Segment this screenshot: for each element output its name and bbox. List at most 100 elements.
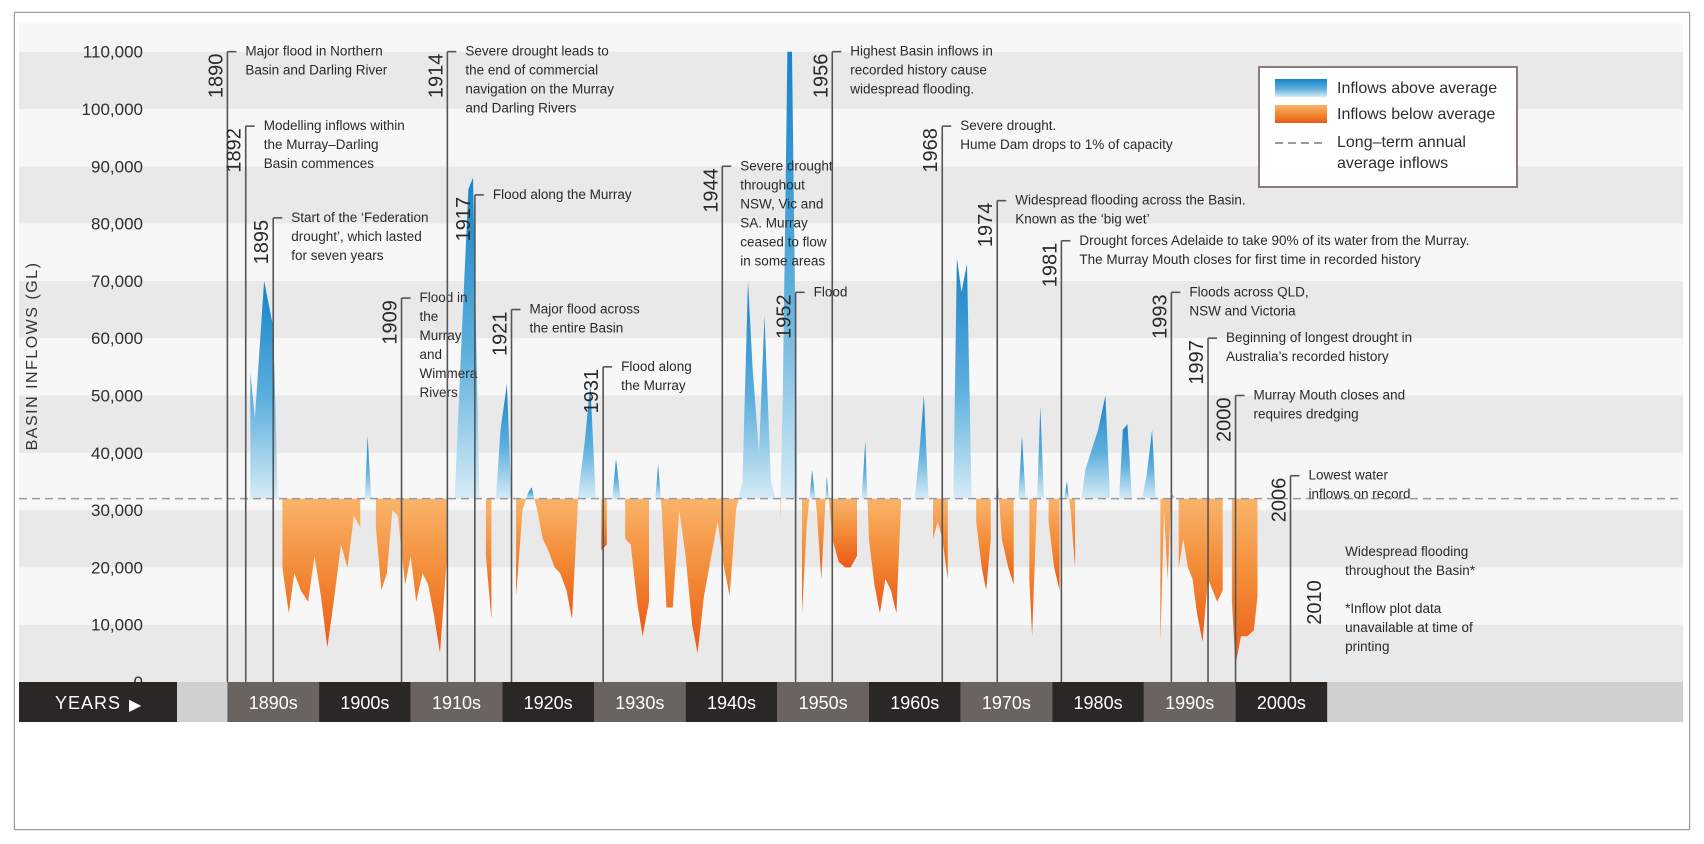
annotation-text: SA. Murray [740, 215, 808, 230]
chart-frame: 1890 Major flood in Northern Basin and Dar… [14, 12, 1690, 830]
band [19, 280, 1683, 339]
annotation-text: requires dredging [1254, 406, 1359, 421]
above-average-area [526, 487, 535, 499]
annotation-year: 1944 [700, 168, 722, 213]
inflows-chart: 1890 Major flood in Northern Basin and Dar… [19, 23, 1683, 722]
below-average-area [867, 498, 901, 614]
annotation-year: 1997 [1186, 340, 1208, 385]
decade-box [319, 682, 411, 722]
annotation-2006: 2006 Lowest water inflows on record [1269, 468, 1411, 682]
decade-box [1052, 682, 1144, 722]
y-tick-label: 50,000 [91, 386, 143, 405]
annotation-text: NSW and Victoria [1189, 303, 1296, 318]
decade-box [410, 682, 503, 722]
years-label-box [19, 682, 177, 722]
annotation-text: Start of the ‘Federation [291, 210, 428, 225]
annotation-1892: 1892 Modelling inflows within the Murray–D… [224, 118, 405, 682]
above-average-area [454, 177, 480, 499]
annotation-year: 1931 [581, 369, 603, 414]
annotations: 1890 Major flood in Northern Basin and Dar… [205, 44, 1476, 682]
legend: Inflows above average Inflows below avera… [1258, 66, 1518, 188]
inflow-areas [250, 51, 1258, 665]
y-tick-label: 90,000 [91, 157, 143, 176]
annotation-text: Rivers [420, 385, 459, 400]
annotation-text: Widespread flooding across the Basin. [1015, 193, 1245, 208]
annotation-1997: 1997 Beginning of longest drought in Austr… [1186, 330, 1412, 682]
band [19, 624, 1683, 682]
decade-label: 1960s [890, 693, 939, 713]
annotation-text: Lowest water [1309, 468, 1389, 483]
above-average-area [1081, 395, 1110, 499]
annotation-1931: 1931 Flood along the Murray [581, 359, 692, 682]
below-average-area [375, 498, 448, 654]
above-average-area [655, 464, 661, 499]
annotation-text: ceased to flow [740, 234, 827, 249]
y-tick-label: 10,000 [91, 616, 143, 635]
annotation-text: Major flood in Northern [245, 44, 382, 59]
annotation-text: Highest Basin inflows in [850, 44, 993, 59]
annotation-text: Modelling inflows within [264, 118, 405, 133]
decade-label: 1980s [1074, 693, 1123, 713]
annotation-text: throughout the Basin* [1345, 563, 1476, 578]
below-average-area [815, 498, 826, 579]
below-average-area [516, 498, 527, 596]
annotation-text: the entire Basin [530, 321, 624, 336]
annotation-text: throughout [740, 177, 805, 192]
annotation-year: 1952 [774, 294, 796, 339]
annotation-text: Beginning of longest drought in [1226, 330, 1412, 345]
above-average-area [495, 384, 512, 499]
annotation-1974: 1974 Widespread flooding across the Basin… [975, 193, 1246, 682]
below-average-area [828, 498, 857, 568]
annotation-text: Major flood across [530, 302, 641, 317]
annotation-text: Australia’s recorded history [1226, 349, 1389, 364]
above-average-area [738, 280, 776, 499]
y-tick-label: 20,000 [91, 558, 143, 577]
annotation-text: the Murray [621, 378, 686, 393]
annotation-1917: 1917 Flood along the Murray [453, 187, 632, 682]
y-tick-label: 70,000 [91, 272, 143, 291]
years-label: YEARS [55, 693, 121, 713]
below-average-area [534, 498, 579, 619]
annotation-1944: 1944 Severe drought throughout NSW, Vic and… [700, 158, 833, 682]
annotation-1993: 1993 Floods across QLD, NSW and Victoria [1149, 284, 1309, 682]
annotation-text: printing [1345, 639, 1389, 654]
x-axis-bar: YEARS ▶ 1890s 1900s 1910s 1920s 1930s 1940s 19… [19, 682, 1683, 722]
annotation-text: widespread flooding. [849, 82, 974, 97]
annotation-year: 1956 [810, 54, 832, 99]
decade-box [502, 682, 594, 722]
annotation-1914: 1914 Severe drought leads to the end of co… [425, 44, 614, 682]
above-average-area [1142, 429, 1156, 499]
annotation-year: 1968 [920, 128, 942, 173]
legend-label-average: Long–term annual [1337, 134, 1466, 151]
annotation-year: 2000 [1214, 397, 1236, 442]
below-average-area [660, 498, 739, 654]
y-axis: BASIN INFLOWS (GL) 010,00020,00030,00040… [24, 43, 143, 692]
decade-label: 1930s [615, 693, 664, 713]
annotation-text: navigation on the Murray [465, 82, 614, 97]
annotation-text: Severe drought. [960, 118, 1056, 133]
above-average-area [953, 257, 972, 499]
annotation-year: 1909 [380, 300, 402, 345]
annotation-text: Severe drought leads to [465, 44, 608, 59]
above-average-area [1037, 406, 1044, 499]
annotation-text: Drought forces Adelaide to take 90% of i… [1079, 233, 1469, 248]
annotation-1952: 1952 Flood [774, 284, 847, 682]
annotation-text: Wimmera [420, 366, 478, 381]
annotation-text: Murray [420, 328, 462, 343]
annotation-text: recorded history cause [850, 63, 987, 78]
above-average-area [1064, 481, 1070, 499]
annotation-2010: 2010 Widespread flooding throughout the Ba… [1304, 544, 1476, 654]
above-average-area [364, 435, 372, 499]
decade-box [593, 682, 686, 722]
above-average-area [861, 441, 868, 499]
decade-box [777, 682, 869, 722]
y-tick-label: 30,000 [91, 501, 143, 520]
legend-swatch-below [1275, 105, 1327, 123]
decade-label: 1950s [799, 693, 848, 713]
y-tick-label: 60,000 [91, 329, 143, 348]
annotation-1981: 1981 Drought forces Adelaide to take 90% … [1039, 233, 1469, 682]
annotation-year: 1974 [975, 203, 997, 248]
below-average-area [625, 498, 649, 637]
above-average-area [612, 458, 621, 499]
above-average-area [250, 280, 278, 499]
